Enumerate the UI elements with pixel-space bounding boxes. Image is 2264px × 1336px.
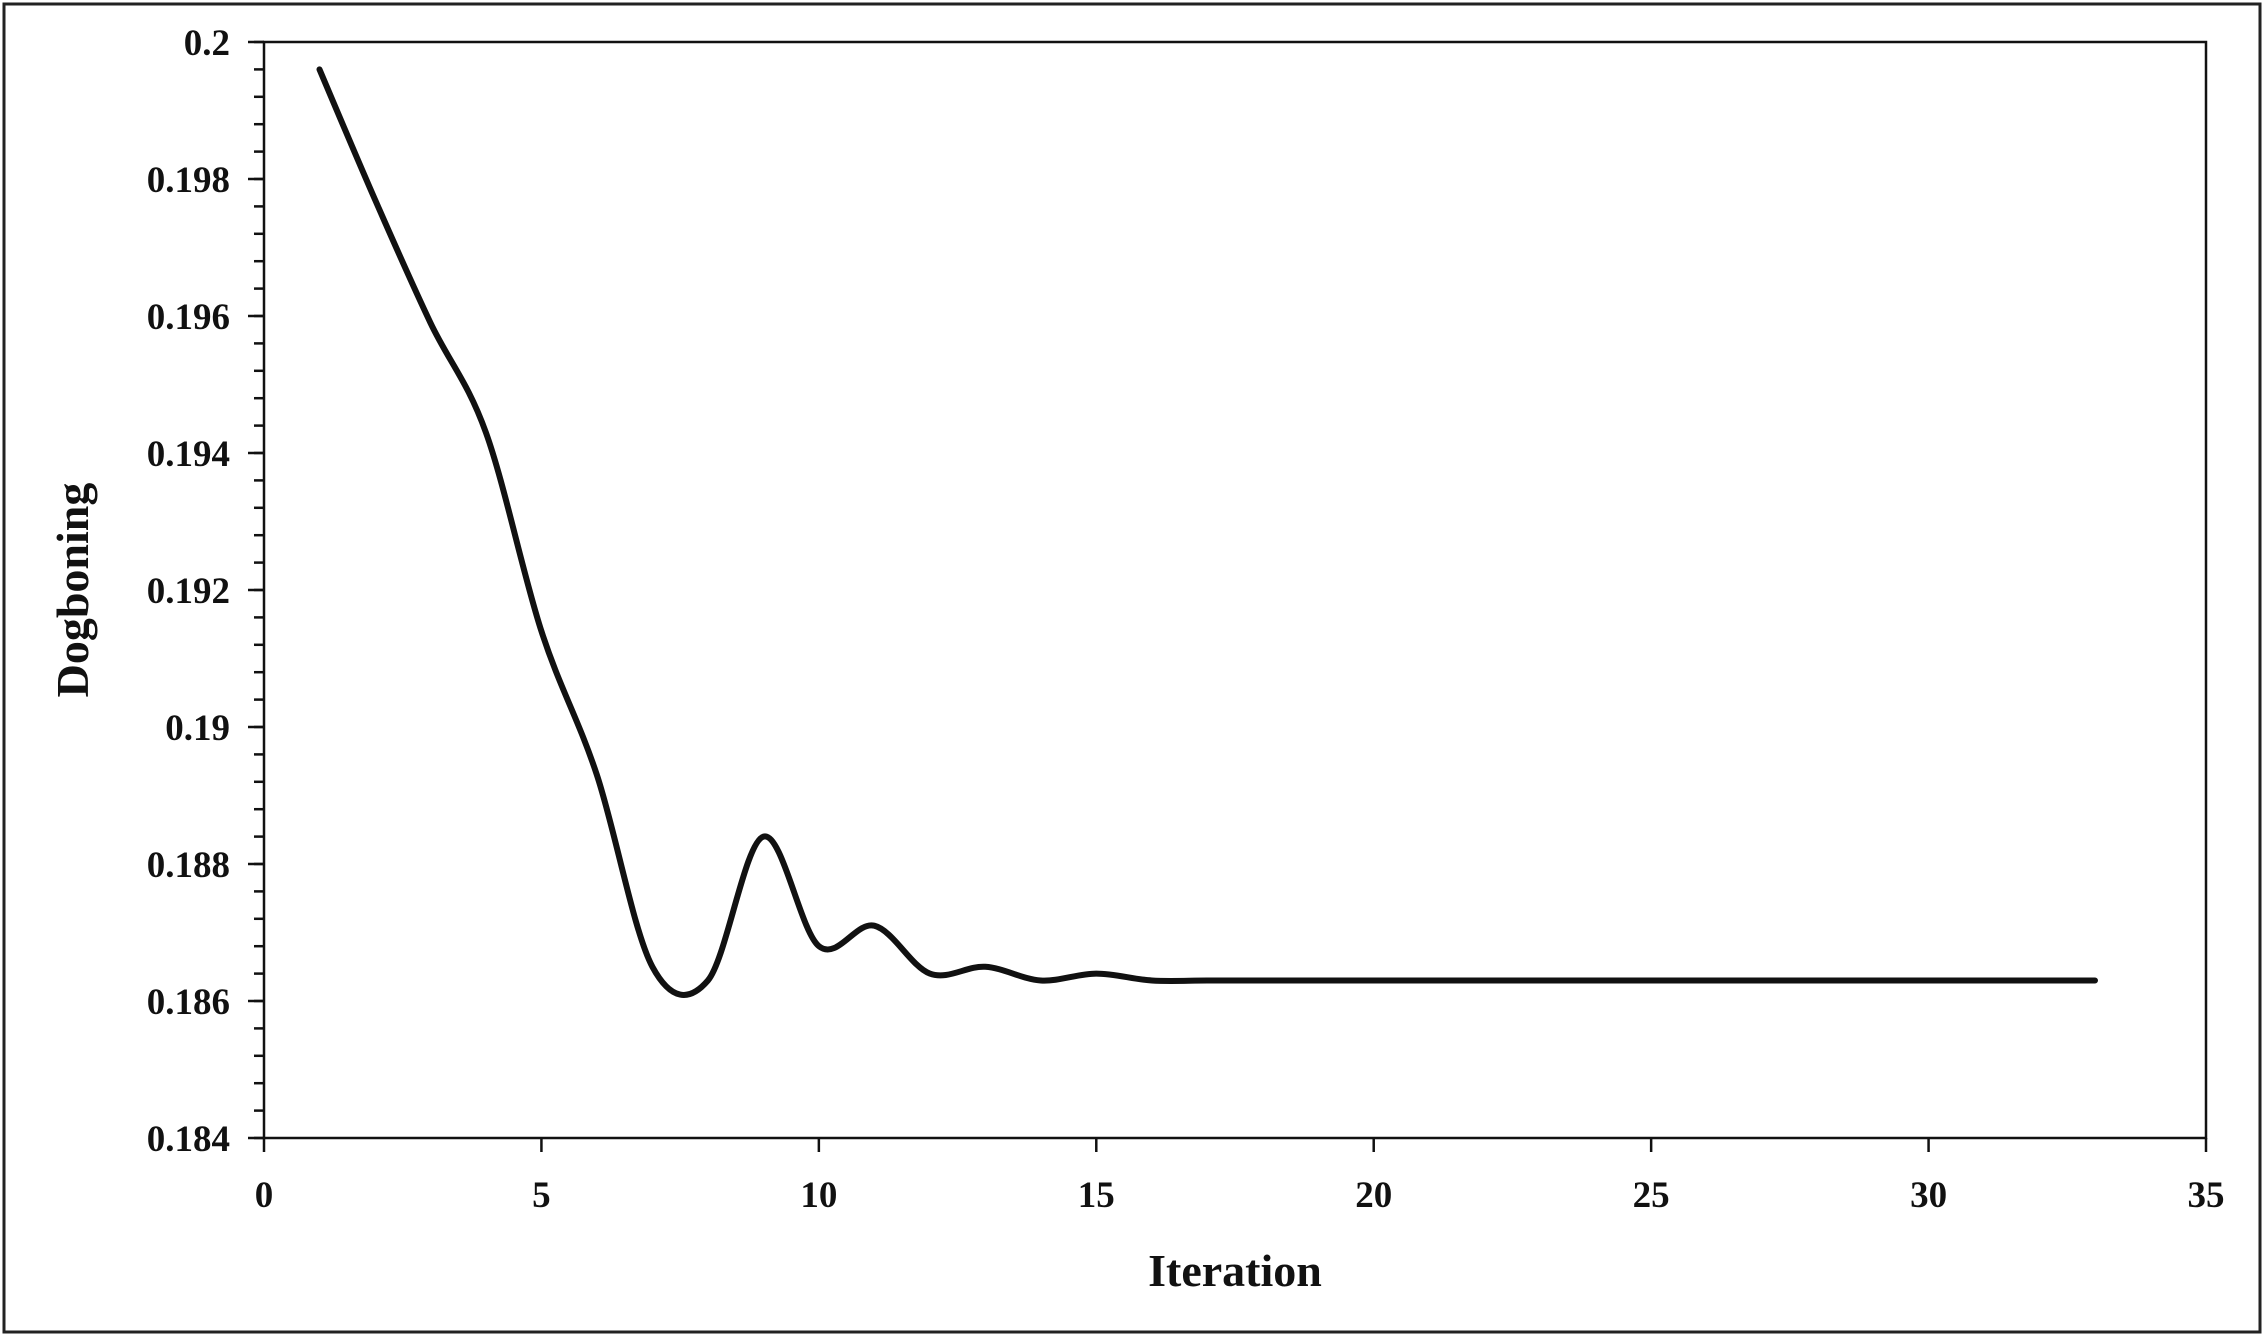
x-tick-label: 25 [1633, 1175, 1670, 1216]
x-axis-ticks [262, 1138, 2208, 1152]
x-axis-title: Iteration [1148, 1245, 1322, 1296]
x-tick-label: 5 [532, 1175, 551, 1216]
x-tick-label: 15 [1078, 1175, 1115, 1216]
y-tick-label: 0.188 [147, 845, 230, 886]
y-tick-label: 0.186 [147, 982, 230, 1023]
x-axis-tick-labels: 0 5 10 15 20 25 30 35 [255, 1175, 2225, 1216]
y-tick-label: 0.19 [165, 708, 230, 749]
y-tick-label: 0.2 [184, 23, 230, 64]
y-axis-ticks [248, 40, 264, 1140]
y-axis-tick-labels: 0.184 0.186 0.188 0.19 0.192 0.194 0.196 0.198 0… [147, 23, 230, 1160]
y-tick-label: 0.184 [147, 1119, 230, 1160]
x-tick-label: 10 [800, 1175, 837, 1216]
series-line [316, 66, 2098, 998]
x-tick-label: 35 [2188, 1175, 2225, 1216]
y-tick-label: 0.196 [147, 297, 230, 338]
x-tick-label: 30 [1910, 1175, 1947, 1216]
x-tick-label: 20 [1355, 1175, 1392, 1216]
y-tick-label: 0.194 [147, 434, 230, 475]
x-tick-label: 0 [255, 1175, 274, 1216]
y-tick-label: 0.192 [147, 571, 230, 612]
y-tick-label: 0.198 [147, 160, 230, 201]
plot-area [262, 40, 2208, 1140]
y-axis-title: Dogboning [47, 483, 98, 698]
